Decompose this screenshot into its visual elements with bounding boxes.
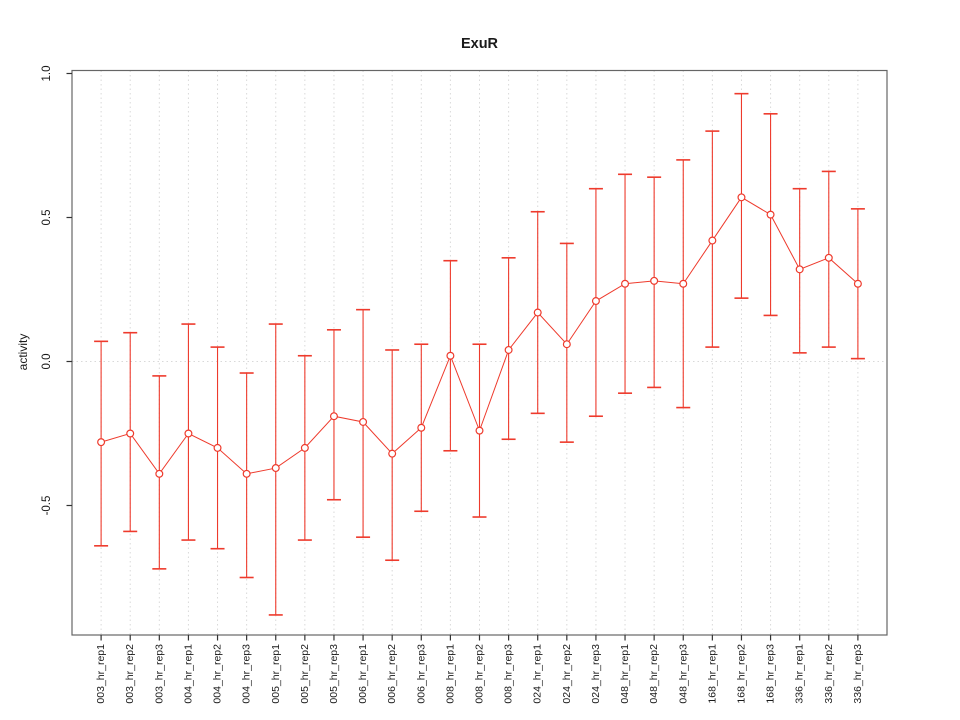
x-tick-label: 048_hr_rep2 xyxy=(648,644,660,704)
axis-tick-labels: -0.5 0.0 0.5 1.0 003_hr_rep1 003_hr_rep2 003_h… xyxy=(41,66,864,704)
data-point-marker xyxy=(795,265,804,274)
x-tick-label: 003_hr_rep1 xyxy=(95,644,107,704)
x-tick-label: 006_hr_rep3 xyxy=(415,644,427,704)
data-point-marker xyxy=(242,469,251,478)
data-point-marker xyxy=(97,438,106,447)
data-point-marker xyxy=(446,351,455,360)
x-tick-label: 336_hr_rep1 xyxy=(794,644,806,704)
plot-frame xyxy=(66,69,888,641)
x-tick-label: 008_hr_rep2 xyxy=(474,644,486,704)
x-tick-label: 168_hr_rep2 xyxy=(735,644,747,704)
x-tick-label: 168_hr_rep1 xyxy=(706,644,718,704)
y-axis-label: activity xyxy=(16,334,30,371)
data-point-marker xyxy=(271,464,280,473)
x-tick-label: 006_hr_rep2 xyxy=(386,644,398,704)
y-tick-label: 0.0 xyxy=(41,354,53,370)
data-point-marker xyxy=(766,210,775,219)
data-point-marker xyxy=(213,443,222,452)
data-point-marker xyxy=(475,426,484,435)
x-tick-label: 048_hr_rep3 xyxy=(677,644,689,704)
x-tick-label: 024_hr_rep1 xyxy=(532,644,544,704)
data-point-marker xyxy=(359,417,368,426)
data-point-marker xyxy=(853,279,862,288)
chart-title: ExuR xyxy=(461,36,499,52)
data-point-marker xyxy=(126,429,135,438)
x-tick-label: 005_hr_rep3 xyxy=(328,644,340,704)
x-tick-label: 024_hr_rep3 xyxy=(590,644,602,704)
data-point-marker xyxy=(737,193,746,202)
data-point-marker xyxy=(329,412,338,421)
data-point-marker xyxy=(504,345,513,354)
x-tick-label: 004_hr_rep1 xyxy=(182,644,194,704)
x-tick-label: 008_hr_rep3 xyxy=(503,644,515,704)
data-point-marker xyxy=(533,308,542,317)
x-tick-label: 336_hr_rep2 xyxy=(823,644,835,704)
y-tick-label: 0.5 xyxy=(41,210,53,226)
x-tick-label: 003_hr_rep2 xyxy=(124,644,136,704)
data-point-marker xyxy=(650,276,659,285)
gridlines xyxy=(72,70,887,635)
x-tick-label: 336_hr_rep3 xyxy=(852,644,864,704)
data-point-marker xyxy=(679,279,688,288)
data-point-marker xyxy=(300,443,309,452)
x-tick-label: 006_hr_rep1 xyxy=(357,644,369,704)
data-point-marker xyxy=(155,469,164,478)
x-tick-label: 048_hr_rep1 xyxy=(619,644,631,704)
y-tick-label: 1.0 xyxy=(41,66,53,82)
x-tick-label: 005_hr_rep1 xyxy=(270,644,282,704)
data-point-marker xyxy=(621,279,630,288)
x-tick-label: 004_hr_rep2 xyxy=(212,644,224,704)
data-point-marker xyxy=(708,236,717,245)
y-tick-label: -0.5 xyxy=(41,496,53,516)
data-point-marker xyxy=(417,423,426,432)
data-point-marker xyxy=(184,429,193,438)
data-point-marker xyxy=(562,340,571,349)
x-tick-label: 008_hr_rep1 xyxy=(444,644,456,704)
data-series xyxy=(94,92,865,616)
x-tick-label: 005_hr_rep2 xyxy=(299,644,311,704)
x-tick-label: 004_hr_rep3 xyxy=(241,644,253,704)
x-tick-label: 168_hr_rep3 xyxy=(765,644,777,704)
x-tick-label: 003_hr_rep3 xyxy=(153,644,165,704)
data-point-marker xyxy=(591,297,600,306)
data-point-marker xyxy=(388,449,397,458)
x-tick-label: 024_hr_rep2 xyxy=(561,644,573,704)
data-point-marker xyxy=(824,253,833,262)
